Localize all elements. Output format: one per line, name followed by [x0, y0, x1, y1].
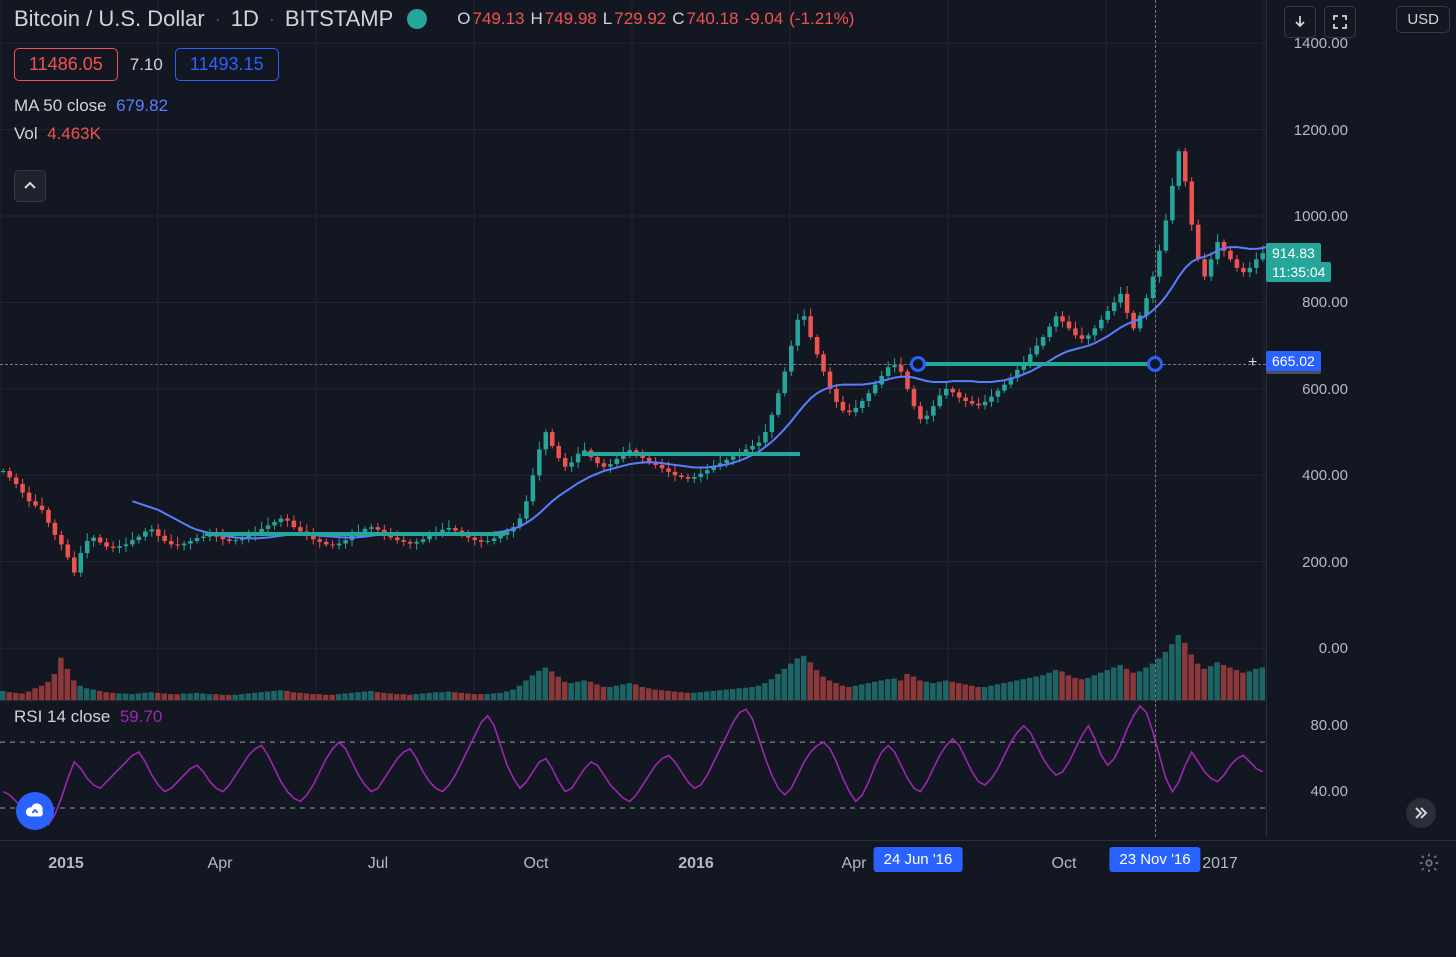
gear-icon — [1418, 852, 1440, 874]
settings-button[interactable] — [1418, 852, 1444, 878]
ohlc-change-pct: (-1.21%) — [789, 9, 854, 29]
top-right-toolbar — [1284, 6, 1356, 38]
x-tick: Oct — [1052, 855, 1077, 873]
cloud-icon — [24, 800, 46, 822]
x-tick: 2017 — [1202, 855, 1238, 873]
x-tick: 2015 — [48, 855, 84, 873]
ohlc-close: 740.18 — [687, 9, 739, 28]
x-date-tag: 23 Nov '16 — [1109, 847, 1200, 872]
dot-sep: · — [269, 9, 275, 30]
ohlc-display: O749.13 H749.98 L729.92 C740.18 -9.04 (-… — [457, 9, 854, 29]
rsi-value: 59.70 — [120, 707, 163, 726]
ma-line — [0, 0, 1266, 700]
time-axis[interactable]: 2015 Apr Jul Oct 2016 Apr Oct 2017 24 Jun '16 23 … — [0, 840, 1456, 888]
rsi-y-tick: 40.00 — [1310, 783, 1348, 800]
y-tick: 600.00 — [1302, 381, 1348, 398]
dot-sep: · — [215, 9, 221, 30]
x-tick: Apr — [842, 855, 867, 873]
indicator-legend: MA 50 close 679.82 Vol 4.463K — [14, 96, 168, 144]
price-tag: 11:35:04 — [1266, 262, 1331, 282]
price-tag: 914.83 — [1266, 243, 1321, 263]
symbol-name[interactable]: Bitcoin / U.S. Dollar — [14, 6, 205, 32]
main-chart-pane[interactable] — [0, 0, 1266, 700]
bid-ask-panel: 11486.05 7.10 11493.15 — [14, 48, 279, 81]
download-button[interactable] — [1284, 6, 1316, 38]
x-date-tag: 24 Jun '16 — [874, 847, 963, 872]
x-tick: Oct — [524, 855, 549, 873]
x-tick: Jul — [368, 855, 388, 873]
x-tick: 2016 — [678, 855, 714, 873]
chart-header: Bitcoin / U.S. Dollar · 1D · BITSTAMP O7… — [14, 6, 854, 32]
exchange: BITSTAMP — [285, 6, 393, 32]
ohlc-high: 749.98 — [545, 9, 597, 28]
plus-icon: + — [1248, 354, 1257, 372]
fullscreen-icon — [1332, 14, 1348, 30]
double-chevron-right-icon — [1412, 804, 1430, 822]
collapse-button[interactable] — [14, 170, 46, 202]
rsi-y-tick: 80.00 — [1310, 717, 1348, 734]
ohlc-low: 729.92 — [614, 9, 666, 28]
cloud-button[interactable] — [16, 792, 54, 830]
rsi-pane[interactable]: RSI 14 close 59.70 — [0, 700, 1266, 840]
y-tick: 400.00 — [1302, 467, 1348, 484]
y-tick: 1200.00 — [1294, 122, 1348, 139]
status-dot-icon — [407, 9, 427, 29]
ma-value: 679.82 — [116, 96, 168, 115]
ma-label[interactable]: MA 50 close — [14, 96, 107, 115]
trend-line[interactable] — [205, 532, 505, 536]
chevron-up-icon — [23, 179, 37, 193]
ask-box[interactable]: 11493.15 — [175, 48, 279, 81]
trend-handle[interactable] — [910, 356, 926, 372]
crosshair-vertical — [1155, 0, 1156, 837]
scroll-right-button[interactable] — [1406, 798, 1436, 828]
vol-value: 4.463K — [47, 124, 101, 143]
x-tick: Apr — [208, 855, 233, 873]
rsi-line-chart — [0, 701, 1266, 841]
rsi-y-axis[interactable]: 40.00 80.00 — [1270, 700, 1352, 840]
ohlc-open: 749.13 — [472, 9, 524, 28]
interval[interactable]: 1D — [231, 6, 259, 32]
y-tick: 1000.00 — [1294, 208, 1348, 225]
vol-label[interactable]: Vol — [14, 124, 38, 143]
ohlc-change: -9.04 — [745, 9, 784, 29]
bid-box[interactable]: 11486.05 — [14, 48, 118, 81]
axis-divider — [1266, 0, 1267, 837]
fullscreen-button[interactable] — [1324, 6, 1356, 38]
y-tick: 800.00 — [1302, 294, 1348, 311]
trend-line[interactable] — [918, 362, 1155, 366]
rsi-label-text[interactable]: RSI 14 close — [14, 707, 110, 726]
currency-tag[interactable]: USD — [1396, 6, 1450, 33]
trend-handle[interactable] — [1147, 356, 1163, 372]
rsi-legend: RSI 14 close 59.70 — [14, 707, 162, 727]
price-tag: 665.02 — [1266, 351, 1321, 371]
trend-line[interactable] — [582, 452, 800, 456]
download-icon — [1292, 14, 1308, 30]
y-tick: 0.00 — [1319, 640, 1348, 657]
y-tick: 200.00 — [1302, 554, 1348, 571]
spread-value: 7.10 — [130, 55, 163, 75]
